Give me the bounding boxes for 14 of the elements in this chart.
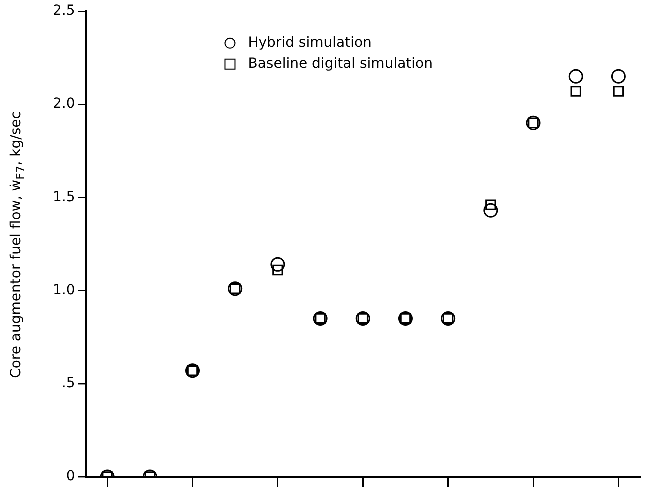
point bbox=[570, 86, 582, 97]
point bbox=[613, 86, 624, 97]
point bbox=[568, 69, 584, 84]
y-tick-label: 1.0 bbox=[53, 282, 76, 298]
y-tick-label: .5 bbox=[62, 376, 76, 392]
legend-label: Baseline digital simulation bbox=[248, 56, 433, 72]
point bbox=[611, 69, 626, 84]
point bbox=[270, 257, 286, 272]
y-tick-label: 2.5 bbox=[53, 3, 76, 20]
y-tick-label: 2.0 bbox=[53, 96, 76, 112]
y-tick-label: 1.5 bbox=[53, 189, 76, 206]
point bbox=[484, 203, 498, 218]
legend-label: Hybrid simulation bbox=[248, 35, 372, 52]
y-tick-label: 0 bbox=[66, 468, 76, 485]
